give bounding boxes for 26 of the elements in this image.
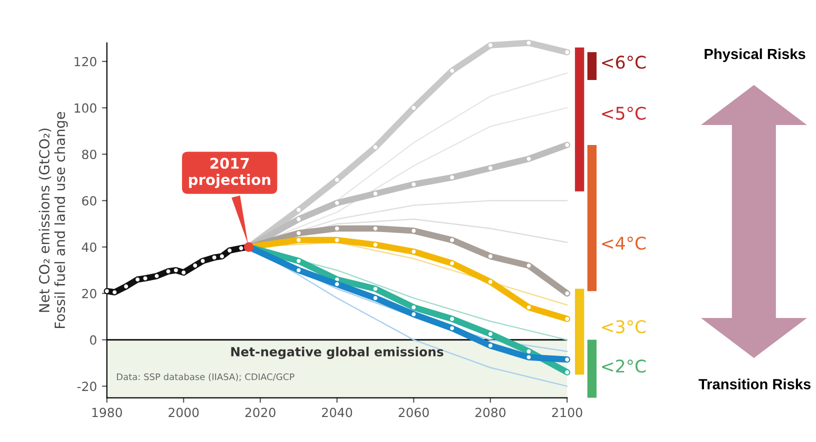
annotation: Data: SSP database (IIASA); CDIAC/GCP: [116, 373, 294, 382]
text: Physical Risks: [704, 48, 806, 62]
y-tick-label: -20: [77, 382, 96, 392]
y-tick-label: 0: [90, 335, 96, 345]
x-tick-label: 2080: [475, 408, 506, 418]
x-tick-label: 2100: [552, 408, 582, 418]
x-tick-label: 2060: [398, 408, 429, 418]
text: Transition Risks: [698, 378, 811, 390]
text: <3°C: [602, 320, 646, 334]
y-tick-label: 80: [82, 150, 96, 160]
text: <6°C: [602, 56, 646, 69]
text: <5°C: [602, 106, 646, 120]
y-tick-label: 20: [82, 288, 96, 298]
y-tick-label: 120: [74, 56, 96, 66]
ref-line-label: Net-negative global emissions: [231, 346, 444, 359]
text: <4°C: [602, 236, 646, 250]
y-tick-label: 60: [82, 196, 96, 206]
text: <2°C: [602, 360, 646, 373]
annotation: 2017 projection: [189, 158, 270, 188]
x-tick-label: 2000: [168, 408, 199, 418]
x-tick-label: 2020: [245, 408, 276, 418]
y-tick-label: 40: [82, 242, 96, 252]
y-tick-label: 100: [74, 103, 96, 113]
x-tick-label: 1980: [92, 408, 122, 418]
y-axis-title: Net CO₂ emissions (GtCO₂) Fossil fuel and land use change: [38, 112, 68, 328]
x-tick-label: 2040: [322, 408, 352, 418]
